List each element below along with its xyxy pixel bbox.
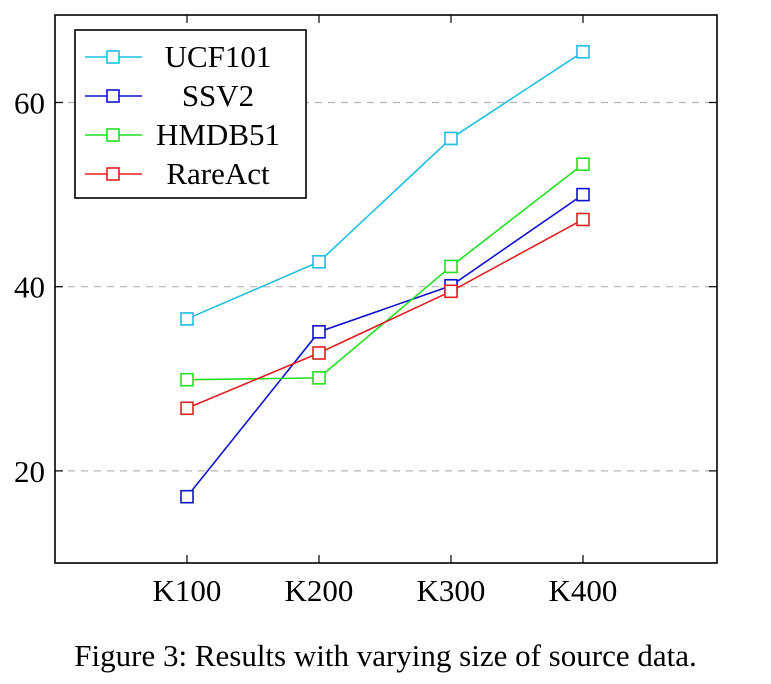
series-ssv2 xyxy=(180,187,590,504)
data-point xyxy=(180,401,194,416)
data-point xyxy=(576,187,590,202)
legend-label: RareAct xyxy=(166,156,270,191)
x-tick-label: K200 xyxy=(285,573,354,608)
data-point xyxy=(444,131,458,146)
data-point xyxy=(312,255,326,269)
series-line xyxy=(186,51,584,320)
data-point xyxy=(312,346,326,360)
legend-marker xyxy=(106,128,120,142)
data-point xyxy=(312,371,326,385)
legend-label: SSV2 xyxy=(182,78,254,113)
data-point xyxy=(180,372,194,387)
data-point xyxy=(180,489,194,504)
data-point xyxy=(576,157,590,172)
line-chart: 20 40 60 K100 K200 K300 K400 UCF101 SSV2 HMDB51 R… xyxy=(14,14,718,608)
legend-item-ssv2: SSV2 xyxy=(85,78,254,113)
y-tick-label: 20 xyxy=(14,454,45,489)
data-point xyxy=(444,284,458,299)
data-point xyxy=(444,259,458,274)
figure-caption: Figure 3: Results with varying size of s… xyxy=(74,638,697,673)
series-ucf101 xyxy=(180,45,590,326)
series-line xyxy=(186,218,584,410)
legend-label: HMDB51 xyxy=(156,117,280,152)
legend-item-hmdb51: HMDB51 xyxy=(85,117,280,152)
data-point xyxy=(312,325,326,339)
legend-marker xyxy=(106,50,120,64)
legend-marker xyxy=(106,89,120,103)
series-line xyxy=(186,193,584,498)
y-tick-label: 60 xyxy=(14,85,45,120)
x-tick-label: K400 xyxy=(549,573,618,608)
data-point xyxy=(576,212,590,227)
data-point xyxy=(576,45,590,59)
data-point xyxy=(180,312,194,326)
legend-label: UCF101 xyxy=(165,39,272,74)
series-rareact xyxy=(180,212,590,416)
plot-area-frame xyxy=(54,14,718,564)
legend-item-rareact: RareAct xyxy=(85,156,270,191)
y-tick-label: 40 xyxy=(14,270,45,305)
x-tick-label: K300 xyxy=(417,573,486,608)
legend-item-ucf101: UCF101 xyxy=(85,39,271,74)
legend-marker xyxy=(106,167,120,181)
legend: UCF101 SSV2 HMDB51 RareAct xyxy=(74,29,307,199)
x-tick-label: K100 xyxy=(153,573,222,608)
